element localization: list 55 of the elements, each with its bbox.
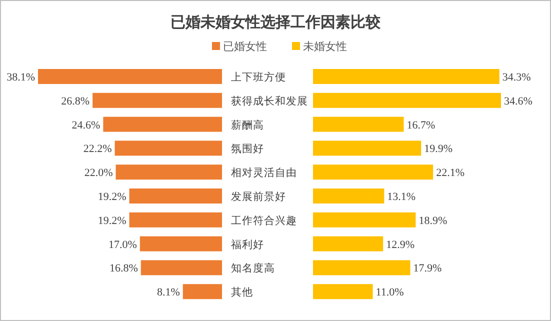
y-tick-label: 氛围好 — [231, 143, 264, 156]
bar — [313, 140, 422, 156]
bar — [313, 284, 373, 300]
bar — [182, 284, 222, 300]
data-label: 19.2% — [98, 214, 126, 227]
text: 已婚未婚女性选择工作因素比较 — [170, 13, 382, 31]
data-label: 34.3% — [502, 72, 531, 84]
data-label: 13.1% — [387, 191, 416, 203]
bar — [140, 260, 222, 276]
y-tick-label: 相对灵活自由 — [231, 166, 297, 180]
bar — [129, 188, 222, 204]
legend-item: 未婚女性 — [292, 40, 347, 53]
data-label: 34.6% — [504, 95, 532, 108]
data-label: 24.6% — [72, 119, 100, 132]
bar — [313, 69, 500, 84]
data-label: 38.1% — [6, 72, 35, 84]
y-tick-label: 知名度高 — [231, 262, 275, 275]
y-tick-label: 福利好 — [231, 238, 264, 251]
bar — [313, 212, 416, 228]
data-label: 17.0% — [108, 238, 137, 251]
y-tick-label: 获得成长和发展 — [231, 94, 308, 108]
data-label: 18.9% — [418, 214, 448, 227]
y-tick-label: 发展前景好 — [231, 191, 286, 203]
bar — [38, 69, 222, 84]
bar — [116, 164, 222, 180]
data-label: 16.8% — [109, 262, 138, 275]
bar — [313, 260, 410, 276]
bar — [114, 140, 222, 156]
data-label: 26.8% — [61, 95, 90, 108]
bar — [140, 236, 222, 252]
bar — [313, 92, 501, 108]
legend-label: 已婚女性 — [223, 40, 267, 53]
data-label: 19.2% — [98, 191, 126, 203]
data-label: 12.9% — [386, 238, 415, 251]
data-label: 16.7% — [406, 119, 436, 132]
bar — [313, 236, 384, 252]
bar — [103, 116, 222, 132]
data-label: 22.0% — [84, 167, 113, 180]
y-tick-label: 工作符合兴趣 — [231, 214, 297, 227]
legend-item: 已婚女性 — [212, 40, 267, 53]
data-label: 19.9% — [424, 143, 453, 156]
y-tick-label: 其他 — [231, 286, 253, 299]
data-label: 22.2% — [83, 143, 112, 156]
bar — [313, 164, 434, 180]
data-label: 8.1% — [156, 286, 180, 299]
y-tick-label: 薪酬高 — [231, 118, 264, 132]
bar — [313, 116, 404, 132]
bar — [129, 212, 222, 228]
data-label: 11.0% — [376, 286, 404, 299]
data-label: 22.1% — [436, 167, 465, 180]
y-tick-label: 上下班方便 — [231, 70, 286, 84]
data-label: 17.9% — [413, 262, 442, 275]
bar — [92, 92, 222, 108]
bar — [313, 188, 384, 204]
legend-label: 未婚女性 — [303, 40, 347, 53]
